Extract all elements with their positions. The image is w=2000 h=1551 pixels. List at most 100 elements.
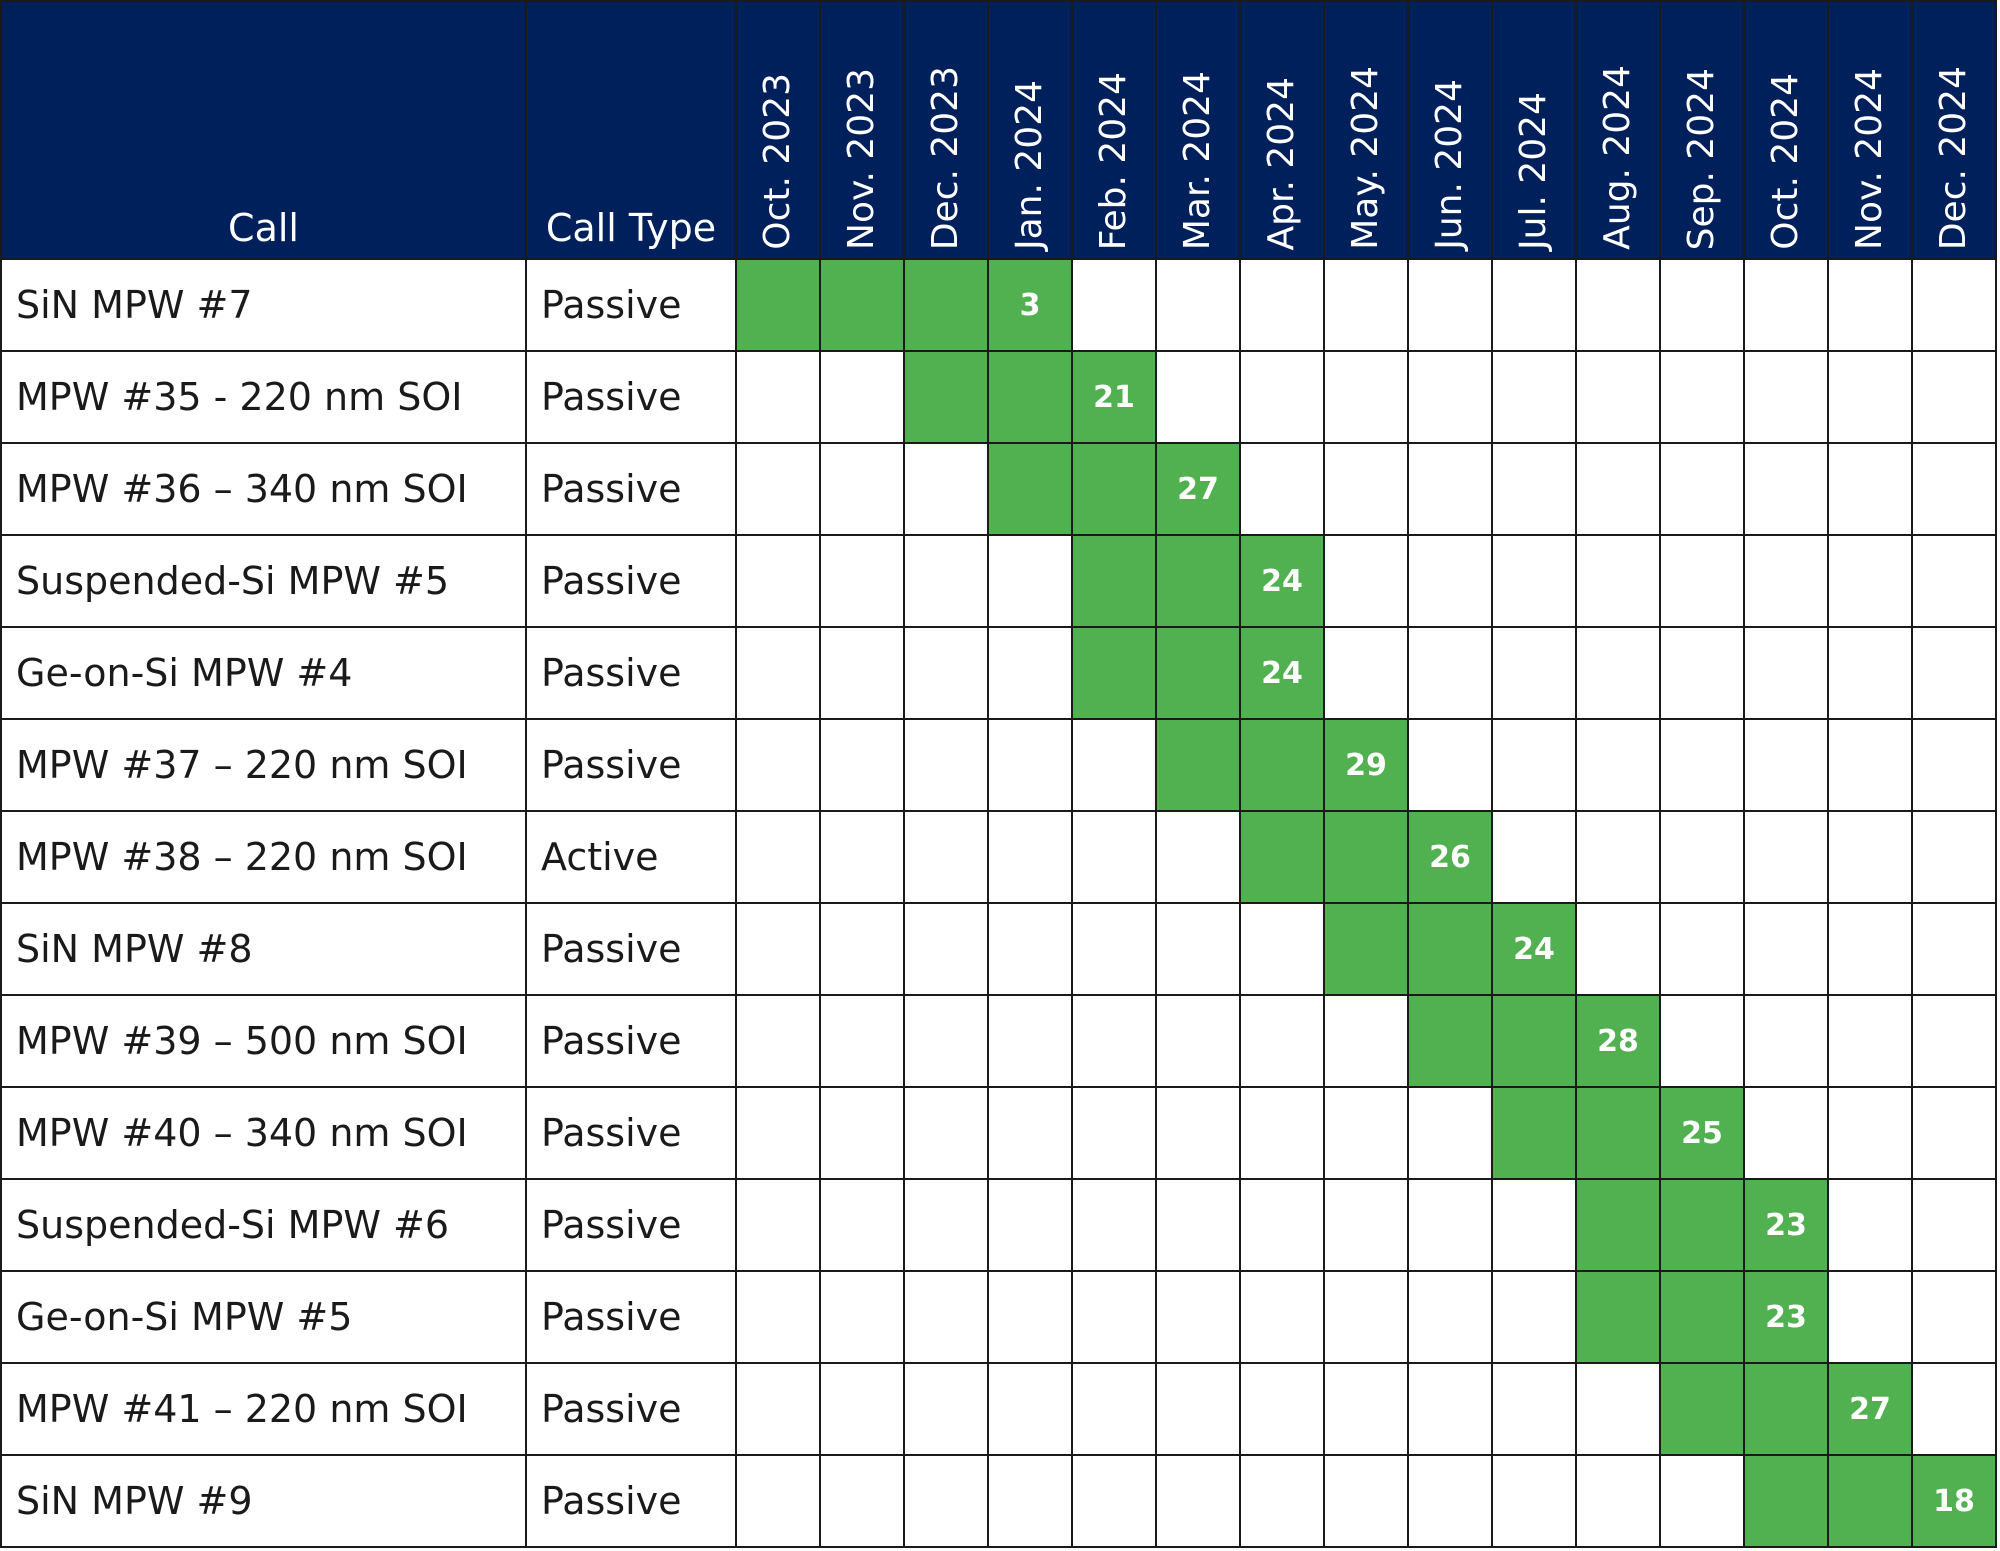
table-row: MPW #37 – 220 nm SOI Passive 29: [0, 718, 1997, 812]
empty-month-cell: [1239, 1362, 1325, 1456]
empty-month-cell: [1239, 350, 1325, 444]
call-name-cell: MPW #35 - 220 nm SOI: [0, 350, 527, 444]
empty-month-cell: [1827, 1178, 1913, 1272]
call-name-cell: MPW #40 – 340 nm SOI: [0, 1086, 527, 1180]
empty-month-cell: [1071, 1270, 1157, 1364]
empty-month-cell: [1491, 350, 1577, 444]
empty-month-cell: [903, 1178, 989, 1272]
empty-month-cell: [819, 1454, 905, 1548]
empty-month-cell: [1323, 350, 1409, 444]
empty-month-cell: [1407, 1362, 1493, 1456]
empty-month-cell: [1743, 994, 1829, 1088]
deadline-cell: 24: [1239, 534, 1325, 628]
empty-month-cell: [1743, 350, 1829, 444]
empty-month-cell: [1155, 902, 1241, 996]
table-row: MPW #41 – 220 nm SOI Passive 27: [0, 1362, 1997, 1456]
deadline-cell: 23: [1743, 1270, 1829, 1364]
month-label: Mar. 2024: [1177, 70, 1218, 250]
empty-month-cell: [1491, 718, 1577, 812]
empty-month-cell: [1239, 258, 1325, 352]
empty-month-cell: [1911, 258, 1997, 352]
open-period-cell: [1407, 902, 1493, 996]
empty-month-cell: [735, 1362, 821, 1456]
empty-month-cell: [1407, 626, 1493, 720]
empty-month-cell: [1827, 718, 1913, 812]
call-type-cell: Passive: [525, 350, 737, 444]
table-row: MPW #39 – 500 nm SOI Passive 28: [0, 994, 1997, 1088]
empty-month-cell: [735, 1086, 821, 1180]
empty-month-cell: [1491, 534, 1577, 628]
empty-month-cell: [1743, 718, 1829, 812]
call-type-cell: Passive: [525, 1362, 737, 1456]
empty-month-cell: [903, 626, 989, 720]
call-type-cell: Passive: [525, 994, 737, 1088]
table-header: Call Call Type Oct. 2023 Nov. 2023 Dec. 20…: [0, 0, 1997, 260]
empty-month-cell: [1659, 810, 1745, 904]
empty-month-cell: [1071, 994, 1157, 1088]
table-row: Ge-on-Si MPW #4 Passive 24: [0, 626, 1997, 720]
empty-month-cell: [903, 442, 989, 536]
empty-month-cell: [1827, 1270, 1913, 1364]
empty-month-cell: [1491, 258, 1577, 352]
month-label: Dec. 2024: [1933, 65, 1974, 250]
empty-month-cell: [735, 902, 821, 996]
empty-month-cell: [1659, 718, 1745, 812]
empty-month-cell: [819, 810, 905, 904]
empty-month-cell: [1155, 1454, 1241, 1548]
empty-month-cell: [1071, 902, 1157, 996]
call-name-cell: Suspended-Si MPW #6: [0, 1178, 527, 1272]
open-period-cell: [987, 442, 1073, 536]
column-header-call-type: Call Type: [525, 0, 737, 260]
month-label: Nov. 2024: [1849, 68, 1890, 250]
open-period-cell: [1071, 626, 1157, 720]
deadline-cell: 24: [1239, 626, 1325, 720]
empty-month-cell: [735, 1178, 821, 1272]
empty-month-cell: [1155, 994, 1241, 1088]
open-period-cell: [1491, 1086, 1577, 1180]
call-type-cell: Passive: [525, 902, 737, 996]
empty-month-cell: [1491, 442, 1577, 536]
empty-month-cell: [1827, 442, 1913, 536]
empty-month-cell: [1407, 718, 1493, 812]
empty-month-cell: [1911, 442, 1997, 536]
empty-month-cell: [903, 902, 989, 996]
empty-month-cell: [1911, 626, 1997, 720]
open-period-cell: [1575, 1178, 1661, 1272]
month-label: Jul. 2024: [1513, 92, 1554, 250]
call-type-cell: Passive: [525, 718, 737, 812]
month-label: Aug. 2024: [1597, 65, 1638, 250]
empty-month-cell: [1407, 534, 1493, 628]
empty-month-cell: [1071, 1362, 1157, 1456]
empty-month-cell: [987, 1178, 1073, 1272]
open-period-cell: [1575, 1270, 1661, 1364]
empty-month-cell: [987, 718, 1073, 812]
empty-month-cell: [903, 810, 989, 904]
empty-month-cell: [1659, 258, 1745, 352]
empty-month-cell: [987, 534, 1073, 628]
empty-month-cell: [1743, 1086, 1829, 1180]
call-type-cell: Passive: [525, 1086, 737, 1180]
open-period-cell: [1407, 994, 1493, 1088]
empty-month-cell: [1743, 810, 1829, 904]
column-header-month: Sep. 2024: [1659, 0, 1745, 260]
empty-month-cell: [1155, 258, 1241, 352]
empty-month-cell: [1323, 1086, 1409, 1180]
month-label: Nov. 2023: [841, 68, 882, 250]
empty-month-cell: [1827, 810, 1913, 904]
empty-month-cell: [1071, 258, 1157, 352]
empty-month-cell: [903, 1086, 989, 1180]
deadline-cell: 21: [1071, 350, 1157, 444]
empty-month-cell: [987, 626, 1073, 720]
empty-month-cell: [1239, 902, 1325, 996]
empty-month-cell: [1323, 1362, 1409, 1456]
empty-month-cell: [1575, 902, 1661, 996]
empty-month-cell: [1575, 1362, 1661, 1456]
empty-month-cell: [1911, 1270, 1997, 1364]
open-period-cell: [903, 350, 989, 444]
empty-month-cell: [1491, 1178, 1577, 1272]
deadline-cell: 18: [1911, 1454, 1997, 1548]
month-label: Oct. 2024: [1765, 73, 1806, 250]
call-name-cell: MPW #38 – 220 nm SOI: [0, 810, 527, 904]
open-period-cell: [1743, 1362, 1829, 1456]
empty-month-cell: [1323, 534, 1409, 628]
